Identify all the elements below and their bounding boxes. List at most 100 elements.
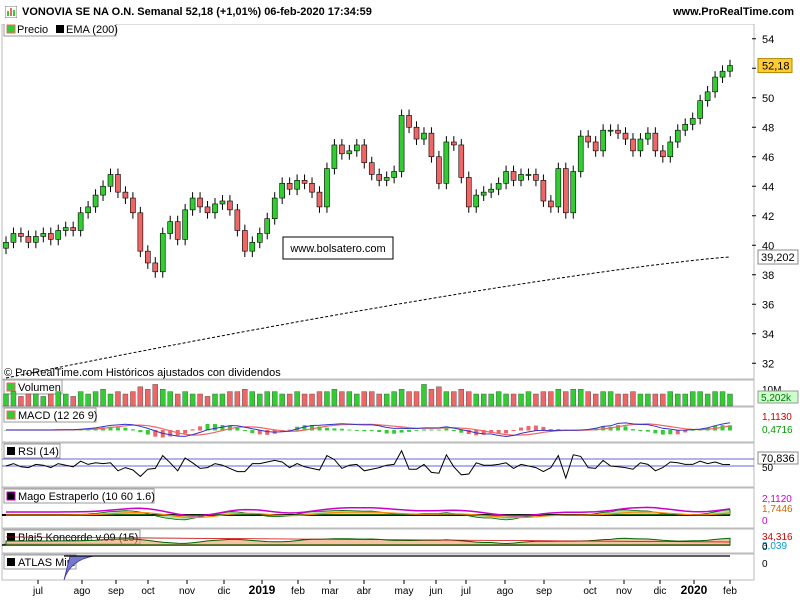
volume-bar <box>682 393 688 407</box>
x-tick-label: oct <box>141 586 155 597</box>
candle <box>645 127 651 145</box>
candle <box>249 236 256 258</box>
chart-icon <box>5 6 17 18</box>
mago-line <box>6 506 731 517</box>
candle <box>652 127 659 157</box>
candle <box>264 212 271 240</box>
candle <box>107 168 114 193</box>
candle <box>361 139 368 169</box>
macd-histogram-bar <box>481 430 486 435</box>
candle <box>33 230 39 249</box>
mago-signal-line <box>6 511 731 519</box>
candle <box>398 109 405 178</box>
candle <box>62 221 69 237</box>
candle <box>562 162 569 219</box>
candle <box>682 118 689 137</box>
x-tick-label: dic <box>218 586 231 597</box>
x-tick-label: feb <box>723 586 737 597</box>
rsi-label-2: 50 <box>762 463 774 474</box>
macd-histogram-bar <box>653 430 658 434</box>
mago-label-1: 2,1120 <box>762 494 792 505</box>
candle <box>212 198 218 219</box>
candle <box>3 236 9 255</box>
macd-histogram-bar <box>451 430 456 432</box>
macd-histogram-bar <box>616 425 621 431</box>
candle <box>600 124 606 157</box>
candle <box>331 139 338 175</box>
candle <box>376 168 382 187</box>
volume-bar <box>667 391 673 407</box>
legend-atlas: ATLAS Mini <box>18 557 75 569</box>
volume-bar <box>25 393 32 407</box>
volume-bar <box>301 393 308 407</box>
candle <box>271 192 278 225</box>
macd-histogram-bar <box>317 426 322 431</box>
volume-bar <box>600 391 606 407</box>
rsi-legend[interactable]: RSI (14) <box>3 443 61 459</box>
macd-histogram-bar <box>623 426 628 431</box>
macd-histogram-bar <box>399 430 404 433</box>
candle <box>421 127 427 145</box>
volume-bar <box>212 393 218 407</box>
candle <box>495 177 502 196</box>
candle <box>354 139 360 157</box>
candle <box>674 124 681 148</box>
volume-bar <box>40 396 47 407</box>
macd-histogram-bar <box>407 430 412 432</box>
rsi-line <box>5 449 731 480</box>
candle <box>368 156 375 181</box>
x-tick-label: nov <box>616 586 632 597</box>
candle <box>473 189 480 213</box>
macd-histogram-bar <box>138 430 143 433</box>
volume-bar <box>264 391 270 407</box>
macd-histogram-bar <box>369 430 374 431</box>
candle <box>458 139 465 184</box>
mago-legend[interactable]: Mago Estraperlo (10 60 1.6) <box>3 488 155 504</box>
macd-histogram-bar <box>235 427 240 431</box>
ema-line <box>5 256 731 379</box>
x-tick-label: sep <box>108 586 125 597</box>
macd-label-2: 0,4716 <box>762 425 793 436</box>
volume-bar <box>369 391 375 407</box>
macd-histogram-bar <box>392 430 397 434</box>
macd-histogram-bar <box>496 430 501 434</box>
legend-rsi: RSI (14) <box>18 446 59 458</box>
y-tick-label: 54 <box>762 34 774 46</box>
volume-bar <box>555 389 562 407</box>
macd-histogram-bar <box>519 427 524 431</box>
macd-histogram-bar <box>675 430 680 435</box>
price-legend[interactable]: Precio EMA (200) <box>3 24 118 37</box>
macd-histogram-bar <box>683 430 688 433</box>
candle <box>697 94 703 125</box>
candle <box>182 203 188 246</box>
volume-bar <box>510 393 517 407</box>
macd-histogram-bar <box>198 426 203 431</box>
macd-histogram-bar <box>377 430 382 433</box>
candle <box>518 168 524 187</box>
volume-bar <box>204 396 211 407</box>
volume-bar <box>100 389 106 407</box>
macd-histogram-bar <box>265 430 270 435</box>
volume-bar <box>361 391 367 407</box>
candle <box>204 201 211 219</box>
volume-bar <box>107 393 114 407</box>
atlas-legend[interactable]: ATLAS Mini <box>3 554 77 570</box>
macd-histogram-bar <box>257 430 262 435</box>
volume-legend[interactable]: Volumen <box>3 379 63 395</box>
macd-histogram-bar <box>728 425 732 431</box>
volume-bar <box>160 389 166 407</box>
y-tick-label: 40 <box>762 240 774 252</box>
candle <box>115 168 121 199</box>
candle <box>383 171 390 187</box>
macd-histogram-bar <box>324 427 329 431</box>
ema-value-label: 39,202 <box>761 252 795 264</box>
volume-bar <box>525 391 532 407</box>
macd-legend[interactable]: MACD (12 26 9) <box>3 407 97 423</box>
volume-bar <box>70 396 76 407</box>
candle <box>256 227 263 249</box>
candle <box>413 121 420 145</box>
y-tick-label: 36 <box>762 299 774 311</box>
macd-histogram-bar <box>608 426 613 431</box>
candle <box>555 162 562 213</box>
price-y-axis: 545250484644424038363432 <box>752 34 774 370</box>
